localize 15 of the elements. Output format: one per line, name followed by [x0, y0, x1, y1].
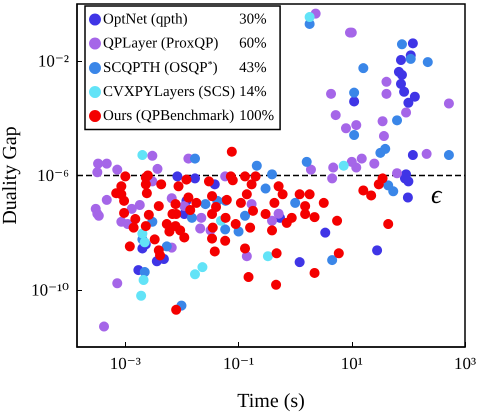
y-tick-label: 10⁻² [38, 52, 69, 71]
y-tick-label: 10⁻¹⁰ [31, 280, 70, 300]
x-tick-label: 10¹ [340, 354, 363, 373]
x-tick-label: 10³ [454, 354, 476, 373]
x-tick-label: 10⁻³ [110, 354, 141, 373]
legend-label: CVXPYLayers (SCS) 14% [103, 84, 267, 100]
text: SCQPTH (OSQP*) 43% [103, 60, 267, 76]
text: OptNet (qpth) 30% [103, 12, 267, 28]
y-tick-label: 10⁻⁶ [37, 166, 70, 185]
legend-label: Ours (QPBenchmark) 100% [103, 108, 274, 124]
ref-line-label: ϵ [431, 180, 443, 209]
y-axis-title: Duality Gap [0, 126, 22, 225]
text: QPLayer (ProxQP) 60% [103, 36, 267, 52]
x-tick-label: 10⁻¹ [223, 354, 254, 373]
x-axis-title: Time (s) [237, 390, 305, 412]
